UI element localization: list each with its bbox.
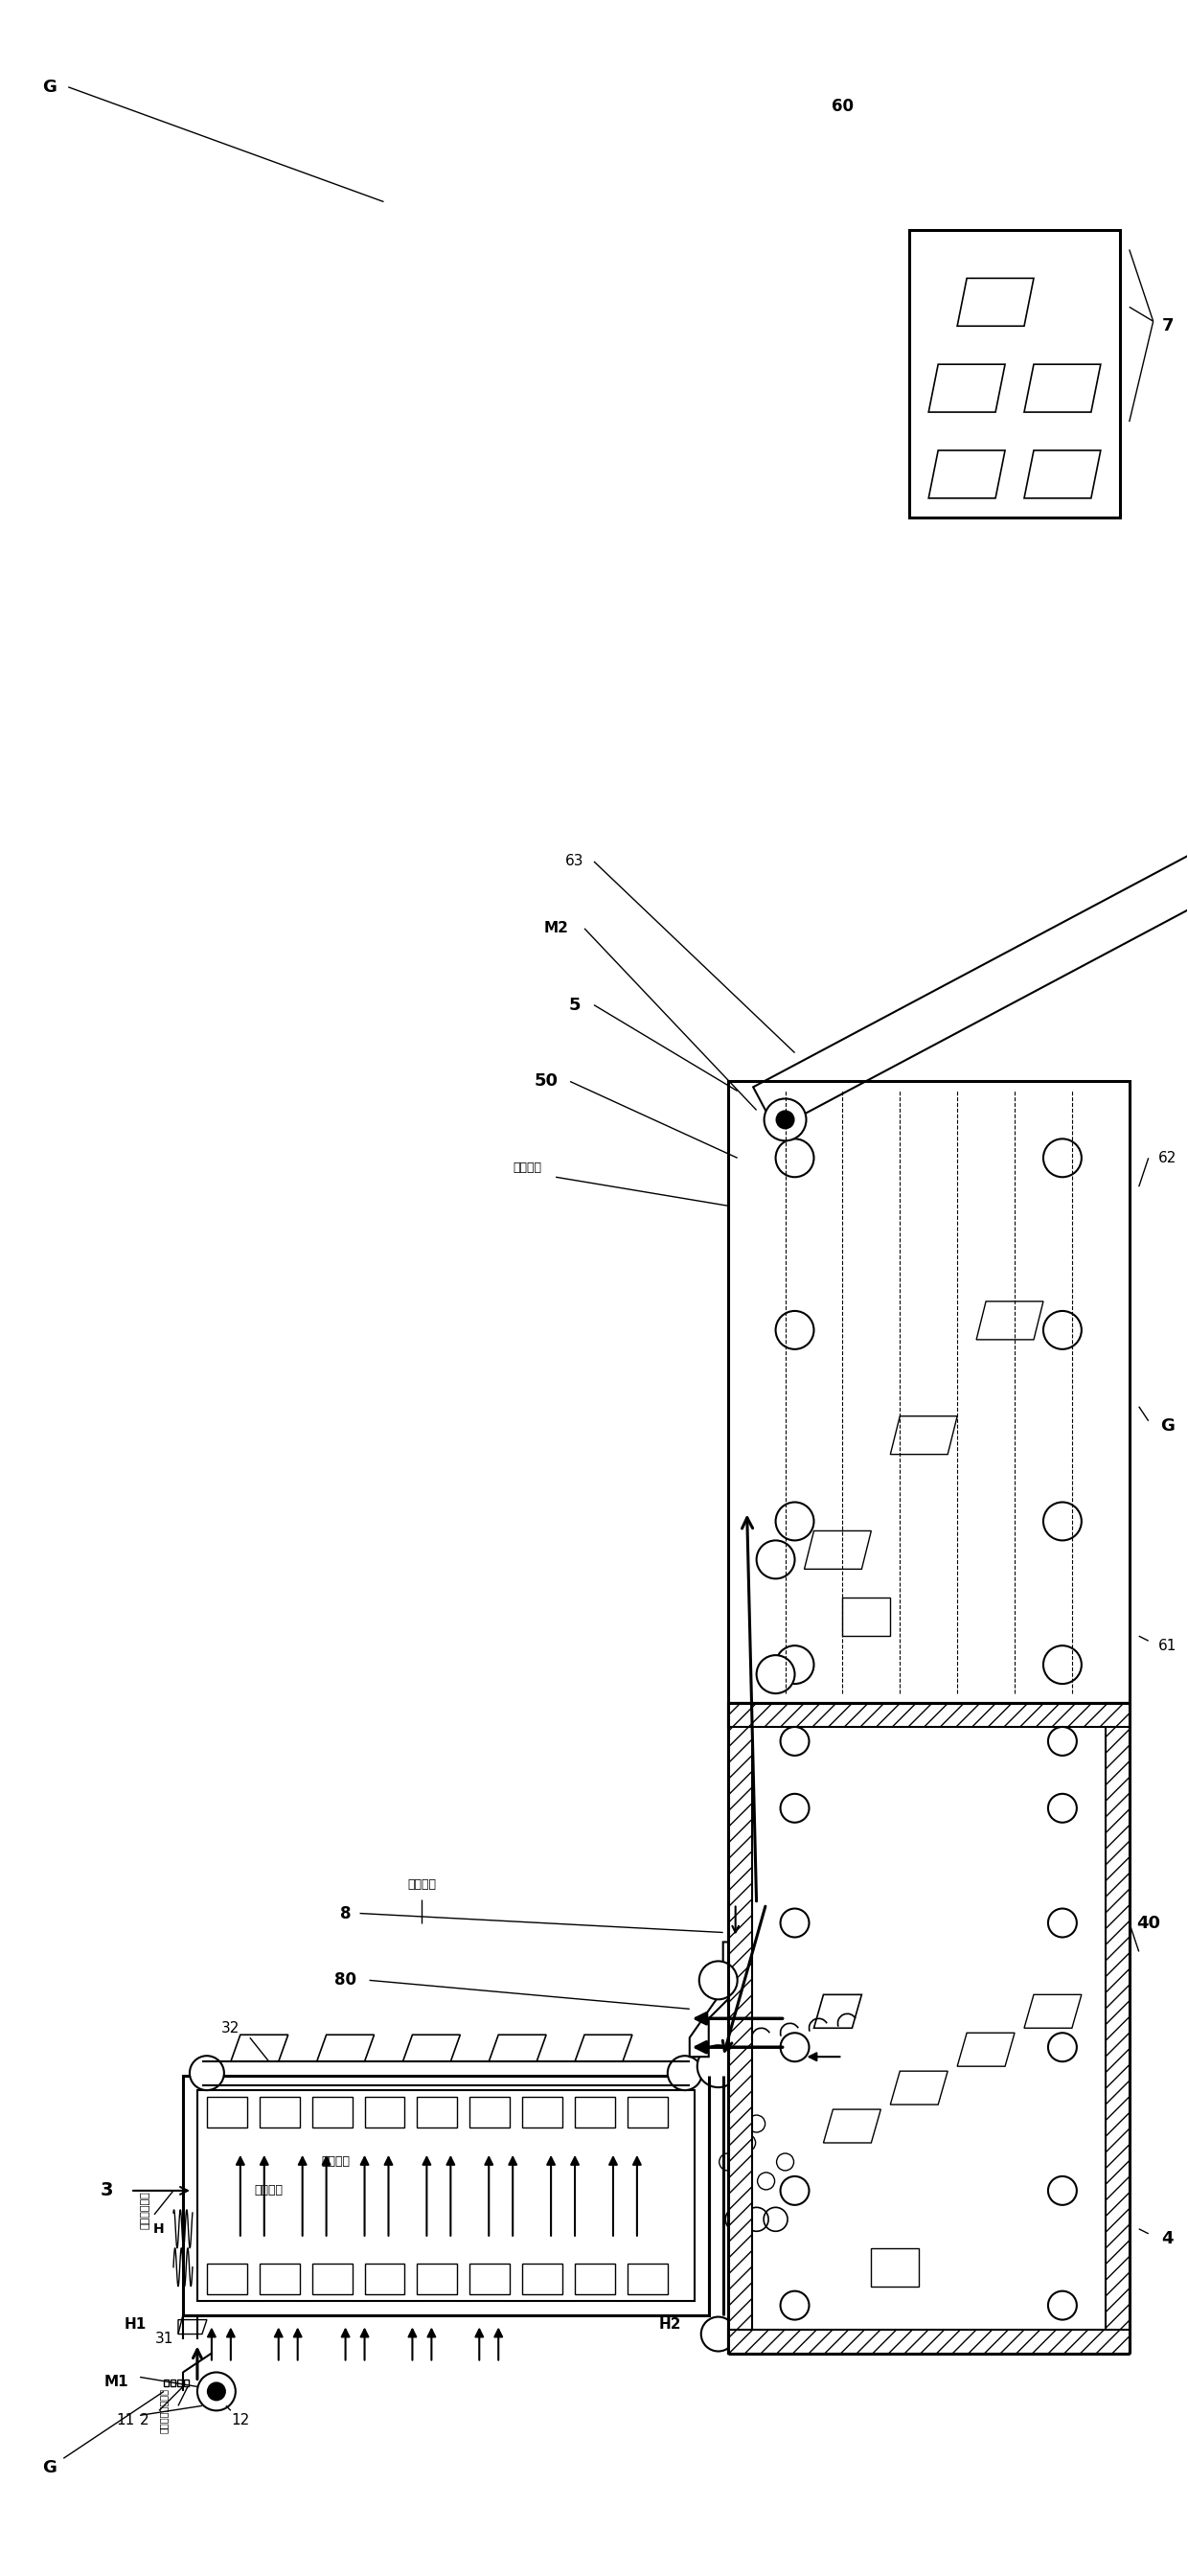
Text: 12: 12 [232, 2414, 249, 2427]
Circle shape [1048, 2032, 1076, 2061]
Bar [728, 1703, 1130, 1726]
Bar [417, 2097, 457, 2128]
Circle shape [739, 2136, 756, 2151]
Text: 32: 32 [221, 2022, 240, 2035]
Circle shape [757, 1656, 795, 1692]
Circle shape [1043, 1139, 1081, 1177]
Circle shape [668, 2056, 702, 2089]
Circle shape [719, 2154, 737, 2172]
Text: 8: 8 [340, 1904, 350, 1922]
Bar [728, 1703, 752, 2354]
Circle shape [1048, 1726, 1076, 1757]
Circle shape [1043, 1502, 1081, 1540]
Bar [728, 1082, 1130, 1703]
Circle shape [776, 1502, 814, 1540]
Circle shape [764, 1100, 807, 1141]
Circle shape [190, 2056, 225, 2089]
Bar [910, 229, 1120, 518]
Circle shape [776, 1311, 814, 1350]
Circle shape [697, 2045, 739, 2087]
Circle shape [1048, 2290, 1076, 2321]
Circle shape [197, 2372, 235, 2411]
Circle shape [781, 1793, 809, 1821]
Circle shape [781, 1726, 809, 1757]
Bar [259, 2264, 299, 2293]
Text: 31: 31 [154, 2331, 173, 2347]
Bar [365, 2264, 405, 2293]
Text: 50: 50 [535, 1072, 558, 1090]
Bar [183, 2076, 709, 2316]
Bar [312, 2097, 352, 2128]
Bar [469, 2097, 510, 2128]
Text: 5: 5 [569, 997, 581, 1012]
Circle shape [781, 1909, 809, 1937]
Bar [627, 2264, 668, 2293]
Text: 正压气流: 正压气流 [254, 2184, 284, 2197]
Bar [259, 2097, 299, 2128]
Bar [523, 2097, 562, 2128]
Bar [312, 2264, 352, 2293]
Bar [207, 2097, 247, 2128]
Text: H2: H2 [659, 2318, 682, 2331]
Circle shape [776, 1646, 814, 1685]
Circle shape [1043, 1311, 1081, 1350]
Text: 4: 4 [1162, 2231, 1174, 2246]
Text: M2: M2 [543, 922, 568, 935]
Bar [523, 2264, 562, 2293]
Text: 甲醒分子裂膜: 甲醒分子裂膜 [140, 2190, 150, 2228]
Circle shape [781, 2177, 809, 2205]
Circle shape [777, 1110, 794, 1128]
Circle shape [700, 1960, 738, 1999]
Text: 2: 2 [140, 2414, 150, 2427]
Text: 60: 60 [832, 98, 853, 116]
Text: H: H [153, 2223, 165, 2236]
Text: 11: 11 [116, 2414, 134, 2427]
Text: 40: 40 [1137, 1914, 1161, 1932]
Text: 正压气流: 正压气流 [322, 2156, 350, 2169]
Bar [417, 2264, 457, 2293]
Circle shape [748, 2115, 765, 2133]
Text: G: G [1161, 1417, 1175, 1435]
Circle shape [728, 2192, 746, 2208]
Text: M1: M1 [103, 2375, 128, 2388]
Circle shape [1048, 1909, 1076, 1937]
Circle shape [1043, 1646, 1081, 1685]
Text: 61: 61 [1158, 1638, 1177, 1654]
Text: G: G [42, 2460, 56, 2476]
Bar [728, 2329, 1130, 2354]
Bar [207, 2264, 247, 2293]
Text: G: G [42, 77, 56, 95]
Text: H1: H1 [124, 2318, 146, 2331]
Text: 上暨气流: 上暨气流 [407, 1878, 436, 1891]
Polygon shape [689, 1942, 752, 2056]
Bar [1105, 1703, 1130, 2354]
Circle shape [208, 2383, 225, 2401]
Circle shape [776, 1139, 814, 1177]
Circle shape [758, 2172, 775, 2190]
Text: 62: 62 [1158, 1151, 1177, 1164]
Bar [575, 2097, 615, 2128]
Text: 上暨气流: 上暨气流 [513, 1162, 542, 1175]
Circle shape [701, 2316, 735, 2352]
Text: 80: 80 [335, 1971, 356, 1989]
Bar [469, 2264, 510, 2293]
Text: 3: 3 [100, 2182, 113, 2200]
Bar [627, 2097, 668, 2128]
Text: 63: 63 [565, 855, 584, 868]
Circle shape [777, 2154, 794, 2172]
Bar [575, 2264, 615, 2293]
Circle shape [1048, 2177, 1076, 2205]
Circle shape [781, 2032, 809, 2061]
Text: 结醒设备送料装置: 结醒设备送料装置 [159, 2388, 169, 2434]
Text: 7: 7 [1162, 317, 1174, 335]
Circle shape [757, 1540, 795, 1579]
Circle shape [1048, 1793, 1076, 1821]
Bar [197, 2089, 694, 2300]
Circle shape [781, 2290, 809, 2321]
Bar [365, 2097, 405, 2128]
